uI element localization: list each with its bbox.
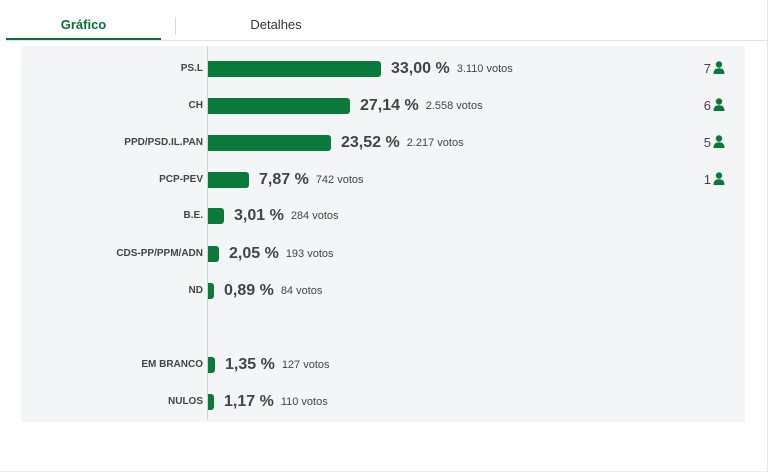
chart-axis-line: [207, 46, 208, 420]
seats-count: 1: [704, 167, 725, 193]
votes-label: 84 votos: [280, 285, 323, 297]
person-icon: [713, 131, 725, 148]
category-label: CH: [188, 100, 203, 111]
seats-count: 5: [704, 130, 725, 156]
votes-label: 3.110 votos: [456, 63, 513, 75]
seats-value: 7: [703, 61, 711, 76]
chart-row: NULOS 1,17 % 110 votos: [0, 389, 769, 415]
value-label: 27,14 %: [360, 97, 419, 114]
tab-bar: Gráfico Detalhes: [6, 0, 767, 41]
person-icon: [713, 94, 725, 111]
bar: [208, 172, 249, 188]
bar: [208, 61, 381, 77]
category-label: ND: [188, 285, 203, 296]
seats-count: 6: [704, 93, 725, 119]
seats-count: 7: [704, 56, 725, 82]
category-label: CDS-PP/PPM/ADN: [116, 248, 203, 259]
category-label: PS.L: [180, 63, 203, 74]
tab-detalhes[interactable]: Detalhes: [250, 17, 302, 32]
chart-row: CDS-PP/PPM/ADN 2,05 % 193 votos: [0, 241, 769, 267]
votes-label: 2.558 votos: [425, 100, 483, 112]
value-label: 2,05 %: [229, 245, 279, 262]
value-label: 23,52 %: [341, 134, 400, 151]
chart-row: PCP-PEV 7,87 % 742 votos 1: [0, 167, 769, 193]
tab-grafico[interactable]: Gráfico: [6, 0, 161, 40]
votes-label: 193 votos: [285, 248, 334, 260]
bar: [208, 246, 219, 262]
votes-label: 2.217 votos: [406, 137, 464, 149]
bar: [208, 283, 214, 299]
seats-value: 1: [703, 172, 711, 187]
value-label: 33,00 %: [391, 60, 450, 77]
value-label: 7,87 %: [259, 171, 309, 188]
bar: [208, 208, 224, 224]
chart-panel: [21, 46, 745, 422]
category-label: NULOS: [168, 396, 203, 407]
votes-label: 742 votos: [315, 174, 364, 186]
category-label: EM BRANCO: [141, 359, 203, 370]
person-icon: [713, 168, 725, 185]
bar: [208, 135, 331, 151]
seats-value: 6: [703, 98, 711, 113]
value-label: 1,35 %: [225, 356, 275, 373]
chart-row: PS.L 33,00 % 3.110 votos 7: [0, 56, 769, 82]
category-label: PPD/PSD.IL.PAN: [124, 137, 203, 148]
chart-row: B.E. 3,01 % 284 votos: [0, 203, 769, 229]
chart-row: CH 27,14 % 2.558 votos 6: [0, 93, 769, 119]
tab-divider: [175, 17, 176, 35]
value-label: 3,01 %: [234, 207, 284, 224]
chart-row: EM BRANCO 1,35 % 127 votos: [0, 352, 769, 378]
bar: [208, 394, 214, 410]
bar: [208, 357, 215, 373]
value-label: 1,17 %: [224, 393, 274, 410]
votes-label: 110 votos: [280, 396, 328, 408]
chart-row: ND 0,89 % 84 votos: [0, 278, 769, 304]
seats-value: 5: [703, 135, 711, 150]
value-label: 0,89 %: [224, 282, 274, 299]
category-label: B.E.: [183, 210, 203, 221]
votes-label: 127 votos: [281, 359, 330, 371]
votes-label: 284 votos: [290, 210, 339, 222]
chart-row: PPD/PSD.IL.PAN 23,52 % 2.217 votos 5: [0, 130, 769, 156]
category-label: PCP-PEV: [159, 174, 203, 185]
bar: [208, 98, 350, 114]
person-icon: [713, 57, 725, 74]
